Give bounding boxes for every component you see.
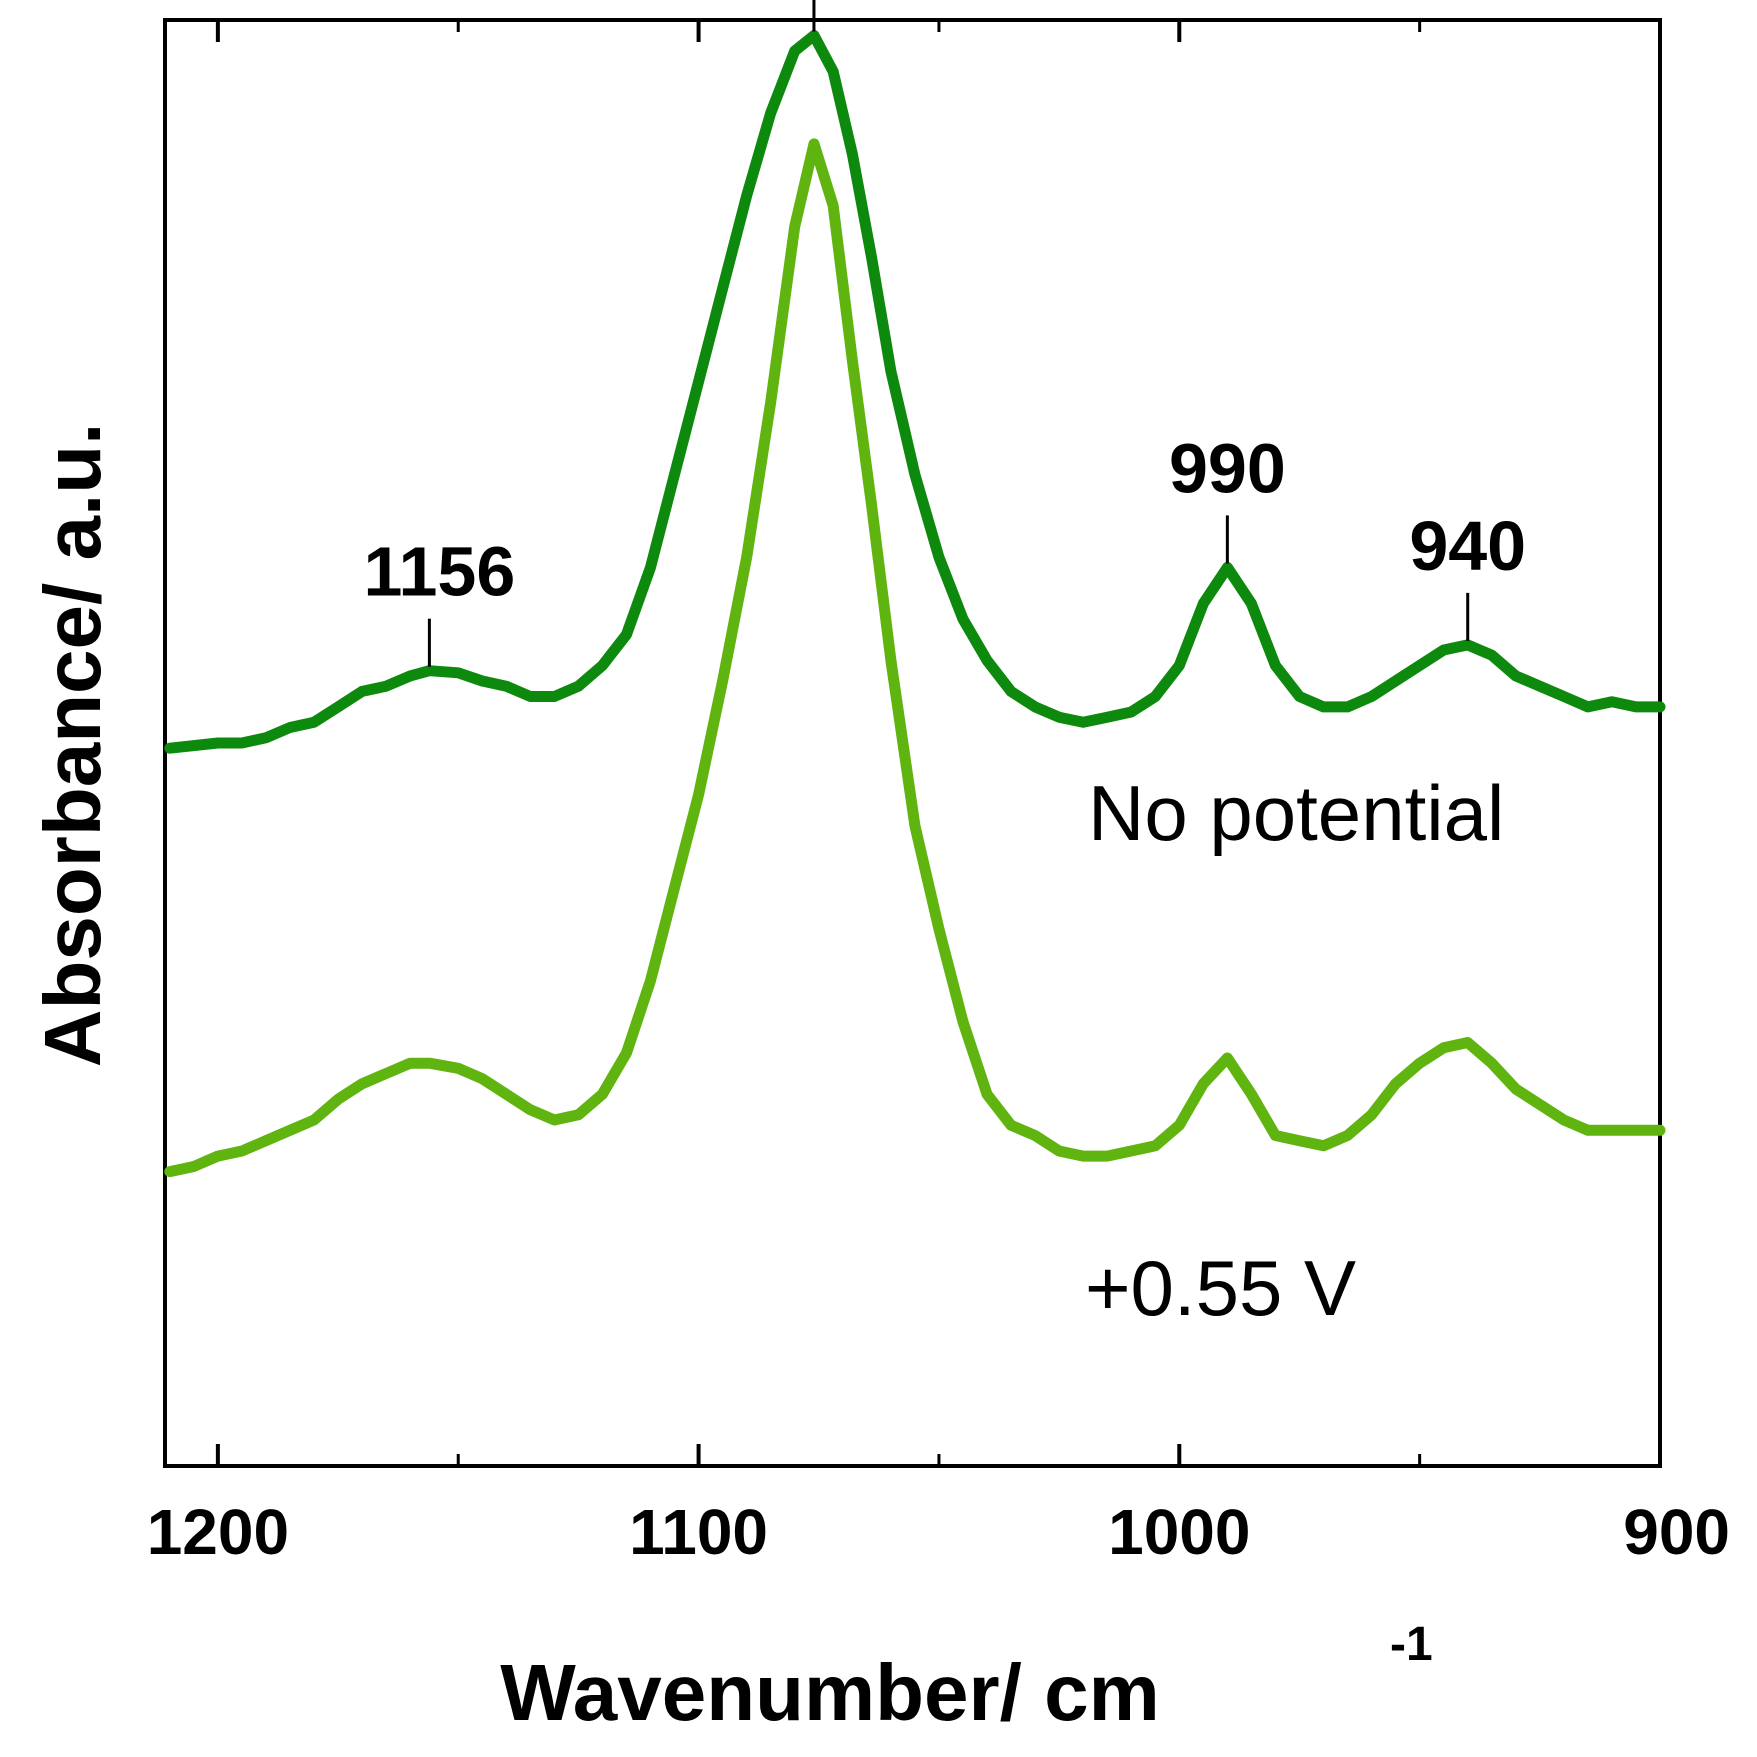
x-axis-title: Wavenumber/ cm (500, 1648, 1159, 1737)
peak-label-1156: 1156 (363, 533, 515, 611)
x-tick-label-900: 900 (1623, 1496, 1730, 1568)
x-tick-label-1100: 1100 (629, 1496, 768, 1568)
peak-markers: 11561076990940 (363, 0, 1526, 667)
series-line-no-potential (164, 30, 1666, 754)
y-axis-title: Absorbance/ a.u. (28, 423, 117, 1068)
plot-frame (163, 18, 1662, 1468)
series-lines (164, 30, 1666, 1178)
series-line-plus-0-55-v (164, 138, 1666, 1178)
x-axis-title-superscript: -1 (1390, 1618, 1433, 1671)
peak-label-990: 990 (1169, 429, 1286, 507)
series-label-no-potential: No potential (1088, 769, 1504, 857)
x-axis-tick-labels: 1200 1100 1000 900 (147, 1496, 1730, 1568)
peak-label-940: 940 (1409, 507, 1526, 585)
series-label-plus-0-55-v: +0.55 V (1085, 1244, 1356, 1332)
x-axis-ticks (215, 20, 1662, 1466)
x-tick-label-1000: 1000 (1108, 1496, 1250, 1568)
x-tick-label-1200: 1200 (147, 1496, 289, 1568)
